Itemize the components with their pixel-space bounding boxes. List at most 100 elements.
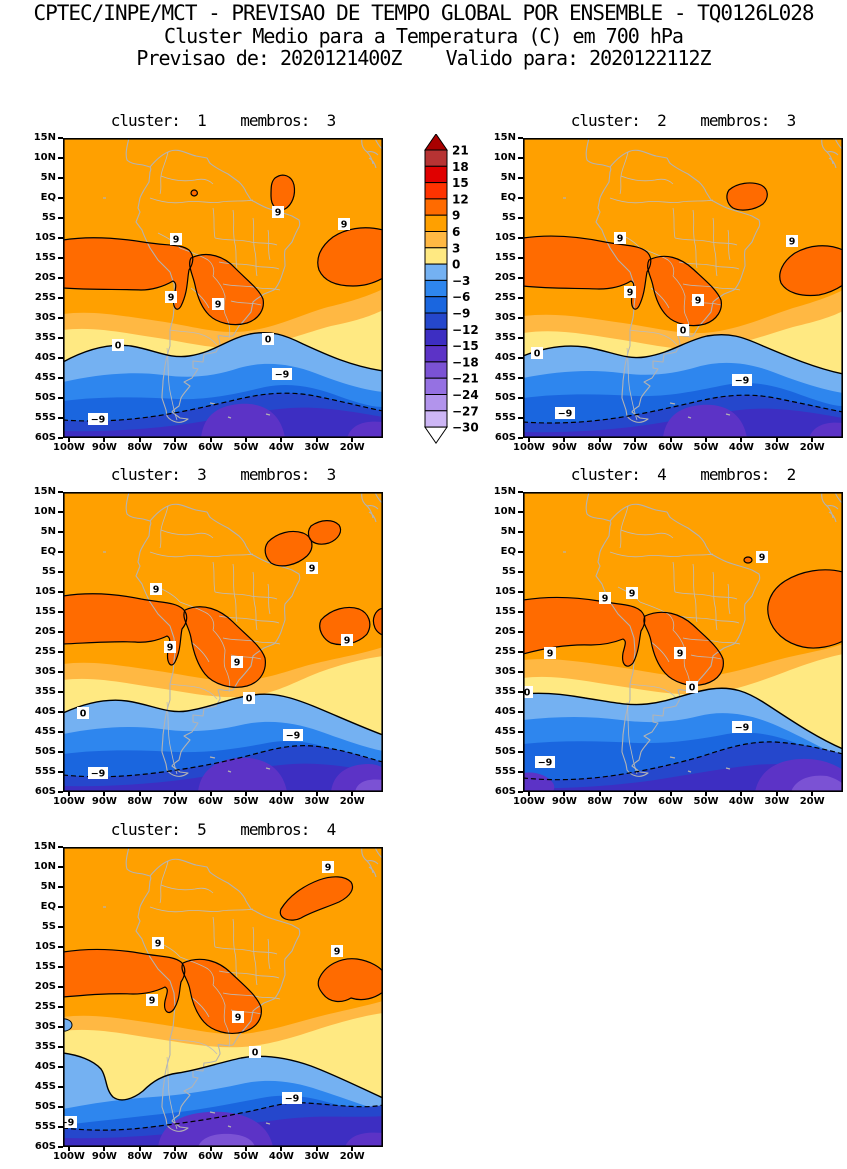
lat-label: 5S (41, 212, 56, 223)
contour-labels: 9 9 9 9 9 0 −9 −9 (63, 861, 343, 1129)
svg-text:9: 9 (173, 235, 180, 246)
svg-text:−3: −3 (452, 274, 470, 288)
lat-tick (518, 337, 523, 339)
lat-label: 35S (34, 686, 56, 697)
lat-tick (58, 711, 63, 713)
lon-tick (174, 438, 177, 442)
lon-tick (68, 438, 70, 442)
lat-label: 40S (494, 352, 516, 363)
lat-label: 50S (34, 746, 56, 757)
lat-tick (58, 631, 63, 633)
lat-label: 55S (494, 412, 516, 423)
colorbar-over-arrow (424, 133, 448, 151)
shaded-bands (523, 644, 843, 792)
lon-label: 100W (53, 442, 85, 453)
lat-tick (58, 1026, 63, 1028)
lat-label: 40S (34, 352, 56, 363)
lat-tick (518, 691, 523, 693)
svg-text:9: 9 (167, 643, 174, 654)
svg-text:−18: −18 (452, 355, 479, 369)
lat-tick (58, 866, 63, 868)
lat-tick (58, 437, 63, 439)
svg-text:6: 6 (452, 225, 460, 239)
lon-label: 40W (728, 796, 754, 807)
lat-tick (58, 986, 63, 988)
lon-label: 80W (587, 796, 613, 807)
lat-tick (518, 377, 523, 379)
lat-tick (58, 511, 63, 513)
lat-tick (58, 886, 63, 888)
panel-4-map: 9 9 9 9 9 0 0 −9 −9 (523, 492, 843, 792)
lat-tick (518, 317, 523, 319)
panel-cluster-4: cluster: 4 membros: 2 15N 10N 5N EQ 5S 10S 15S… (489, 465, 847, 814)
svg-text:9: 9 (215, 300, 222, 311)
lat-tick (58, 277, 63, 279)
colorbar-labels: 21 18 15 12 9 6 3 0 −3 −6 −9 −12 −15 −18 −21 −24 −27 −30 (452, 144, 479, 435)
lat-label: 60S (34, 1141, 56, 1152)
svg-text:9: 9 (677, 649, 684, 660)
lat-label: 20S (34, 272, 56, 283)
svg-text:0: 0 (689, 683, 696, 694)
lat-label: 10N (33, 506, 56, 517)
lat-label: 60S (494, 432, 516, 443)
lat-label: EQ (40, 901, 56, 912)
lat-label: 35S (494, 332, 516, 343)
panel-cluster-2: cluster: 2 membros: 3 15N 10N 5N EQ 5S 10S 15S… (489, 111, 847, 460)
lat-label: 10S (494, 232, 516, 243)
contour-lines (523, 556, 843, 781)
lat-label: 30S (494, 312, 516, 323)
svg-text:9: 9 (275, 208, 282, 219)
lat-tick (518, 297, 523, 299)
lat-tick (518, 157, 523, 159)
lat-label: 15S (494, 606, 516, 617)
lat-label: 15S (34, 961, 56, 972)
lat-tick (518, 571, 523, 573)
svg-text:15: 15 (452, 176, 469, 190)
lon-tick (740, 438, 743, 442)
lat-tick (58, 926, 63, 928)
svg-text:9: 9 (155, 939, 162, 950)
panel-5-title: cluster: 5 membros: 4 (110, 820, 336, 839)
lat-tick (58, 137, 63, 139)
lat-label: 20S (34, 626, 56, 637)
lat-tick (58, 337, 63, 339)
lat-label: 45S (34, 372, 56, 383)
map-frame (63, 492, 383, 792)
lon-tick (598, 792, 601, 796)
lat-tick (58, 846, 63, 848)
svg-text:9: 9 (153, 585, 160, 596)
lat-tick (58, 157, 63, 159)
lat-label: 15N (33, 132, 56, 143)
lat-label: 45S (494, 372, 516, 383)
lon-label: 40W (268, 796, 294, 807)
lat-label: 35S (34, 332, 56, 343)
lat-label: 40S (494, 706, 516, 717)
lon-label: 20W (339, 442, 365, 453)
lon-tick (68, 792, 70, 796)
svg-text:−9: −9 (91, 415, 106, 426)
lat-label: EQ (500, 192, 516, 203)
panel-5-map: 9 9 9 9 9 0 −9 −9 (63, 847, 383, 1147)
lat-label: 50S (494, 392, 516, 403)
lon-label: 20W (339, 796, 365, 807)
lat-label: 10N (493, 506, 516, 517)
svg-text:9: 9 (325, 863, 332, 874)
map-frame (63, 847, 383, 1147)
svg-text:−9: −9 (735, 723, 750, 734)
lat-tick (58, 946, 63, 948)
lon-tick (245, 792, 247, 796)
svg-text:9: 9 (602, 594, 609, 605)
svg-text:3: 3 (452, 241, 460, 255)
svg-text:9: 9 (617, 234, 624, 245)
lat-tick (518, 177, 523, 179)
lat-tick (58, 771, 63, 773)
lat-label: 5S (501, 212, 516, 223)
svg-text:−9: −9 (452, 307, 470, 321)
lat-label: 30S (34, 666, 56, 677)
lon-label: 100W (513, 442, 545, 453)
svg-text:−9: −9 (285, 1094, 300, 1105)
svg-text:9: 9 (309, 564, 316, 575)
lon-tick (775, 438, 778, 442)
lon-tick (351, 438, 354, 442)
lat-tick (58, 417, 63, 419)
